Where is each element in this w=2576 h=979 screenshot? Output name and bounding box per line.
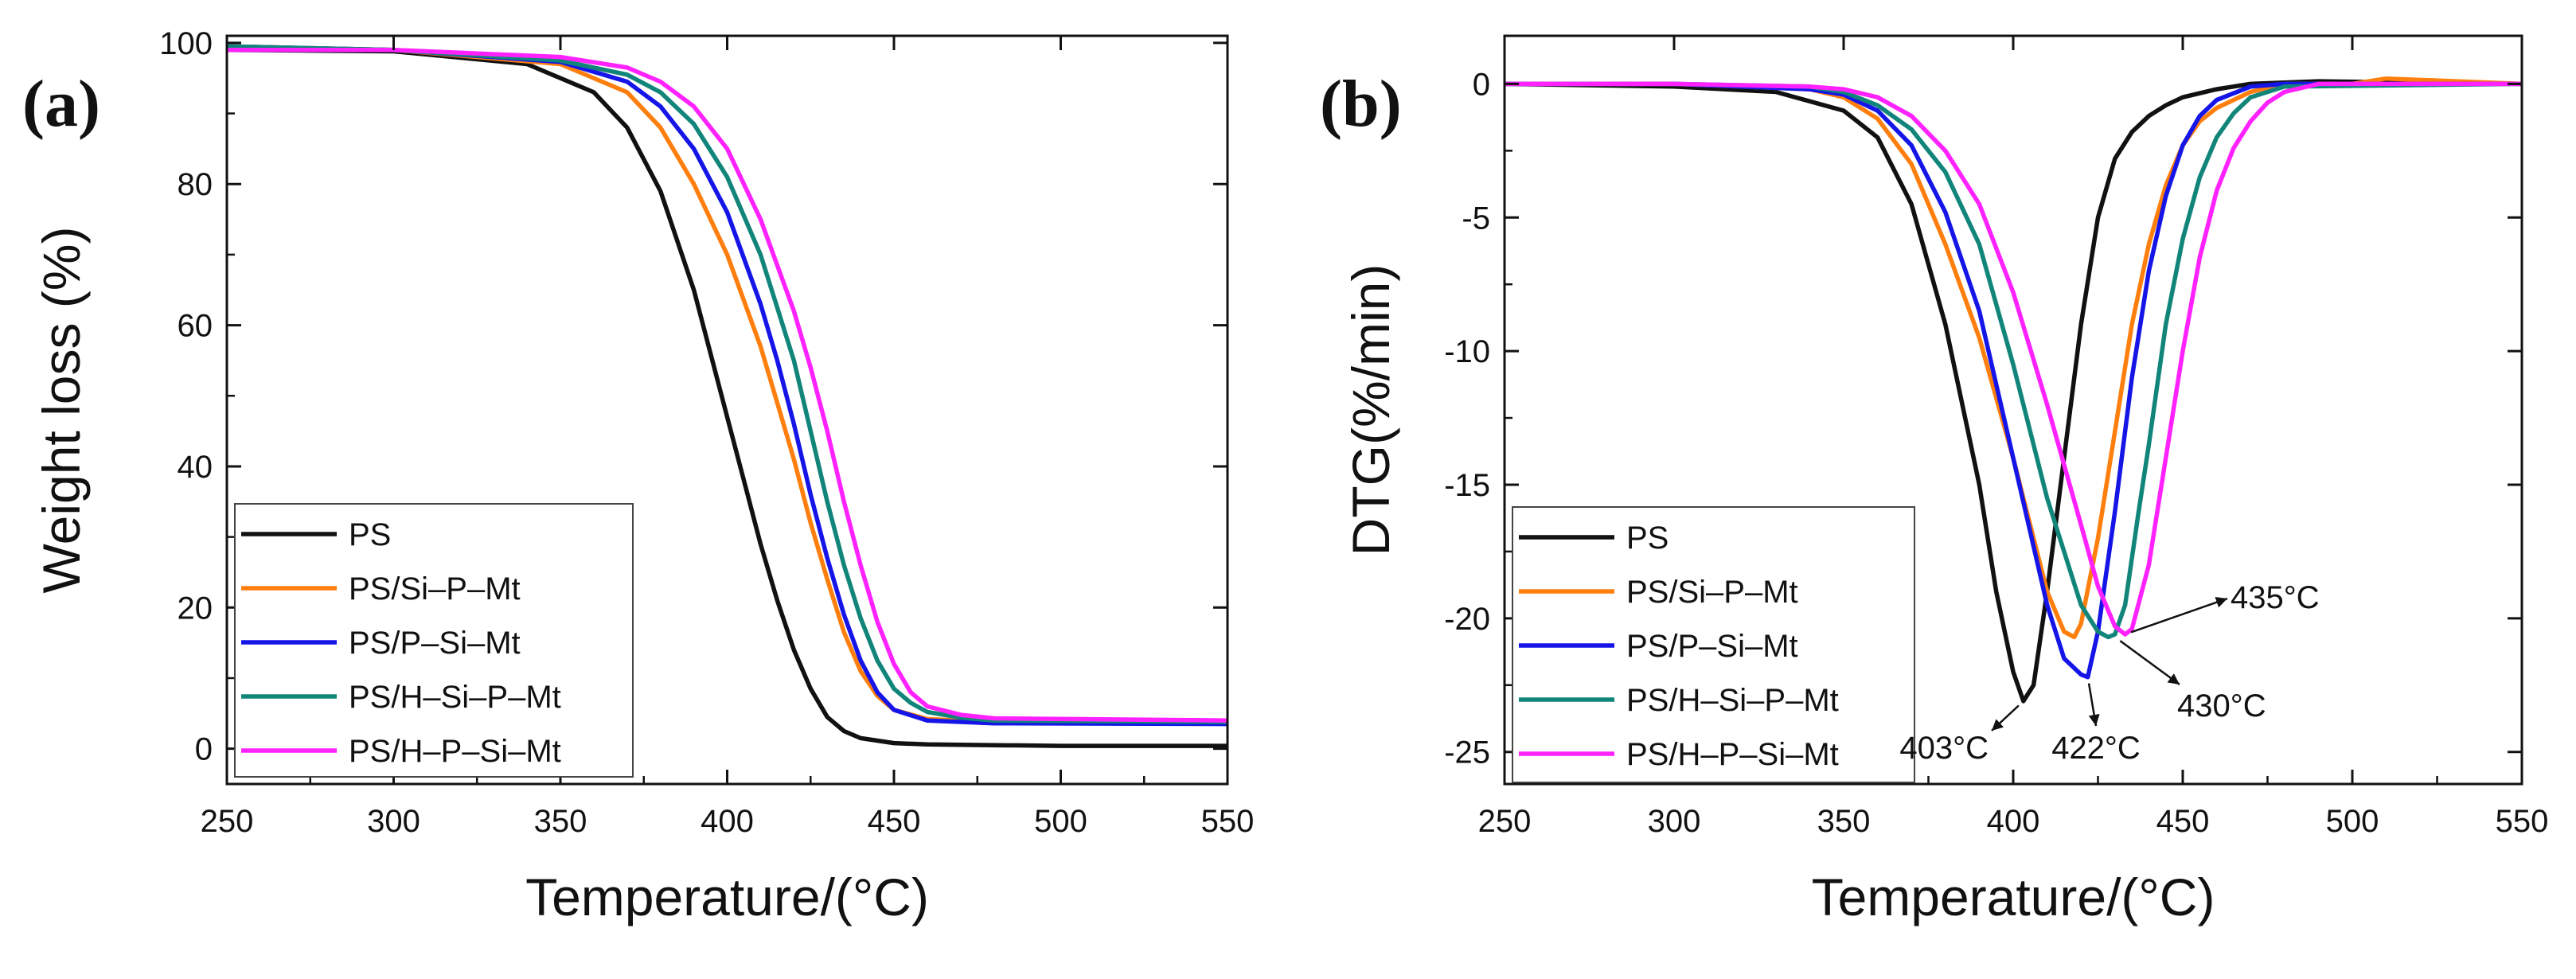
annotation-label: 430°C (2177, 688, 2266, 724)
series-group (227, 44, 1228, 748)
y-tick-label: -20 (1444, 602, 1490, 637)
series-line-ps-h-p-si-mt (1505, 81, 2522, 637)
y-tick-label: 0 (1473, 67, 1490, 102)
series-line-ps (227, 47, 1228, 748)
x-tick-label: 300 (1648, 804, 1701, 839)
x-axis-label: Temperature/(°C) (1812, 868, 2215, 926)
panel-label: (a) (22, 67, 100, 141)
annotation-label: 422°C (2051, 731, 2141, 766)
x-tick-label: 350 (1817, 804, 1871, 839)
legend-entry: PS/Si–P–Mt (1626, 575, 1798, 610)
annotation-arrowhead (2167, 673, 2180, 685)
x-tick-label: 550 (1201, 804, 1255, 839)
annotation-arrow (2130, 597, 2228, 634)
chart-panel-b: 250 300 350 400 450 500 550 0 -5 -10 -15 -20 -25 Temp… (1320, 34, 2549, 926)
x-tick-label: 400 (1987, 804, 2040, 839)
annotation-arrowhead (2088, 714, 2100, 726)
annotations: 403°C 422°C 430°C 435°C (1899, 580, 2319, 766)
series-line-ps-h-p-si-mt (227, 47, 1228, 723)
annotation-label: 435°C (2231, 580, 2320, 615)
series-line-ps-p-si-mt (1505, 81, 2522, 680)
x-tick-label: 250 (1478, 804, 1532, 839)
annotation-label: 403°C (1899, 731, 1989, 766)
y-tick-label: 20 (178, 591, 213, 626)
panel-label: (b) (1320, 67, 1402, 141)
annotation-arrowhead (2215, 597, 2227, 608)
x-tick-label: 450 (2156, 804, 2210, 839)
x-tick-label: 250 (201, 804, 254, 839)
legend-entry: PS (1626, 521, 1669, 556)
legend-entry: PS/P–Si–Mt (1626, 629, 1798, 664)
x-tick-label: 500 (2326, 804, 2379, 839)
x-tick-label: 300 (367, 804, 420, 839)
y-tick-label: 100 (159, 26, 213, 61)
legend-entry: PS/Si–P–Mt (349, 571, 521, 607)
annotation-arrowhead (1992, 719, 2004, 731)
legend-entry: PS/H–Si–P–Mt (349, 680, 561, 715)
x-tick-label: 400 (701, 804, 754, 839)
series-line-ps-h-si-p-mt (227, 44, 1228, 724)
series-line-ps-h-si-p-mt (1505, 81, 2522, 640)
y-axis-label: DTG(%/min) (1341, 264, 1400, 556)
annotation-arrow (2119, 640, 2180, 686)
series-line-ps-p-si-mt (227, 44, 1228, 727)
legend-entry: PS/H–P–Si–Mt (1626, 737, 1839, 772)
y-tick-label: 0 (195, 732, 213, 767)
legend-entry: PS/H–Si–P–Mt (1626, 683, 1839, 718)
series-line-ps-si-p-mt (1505, 76, 2522, 640)
x-tick-label: 500 (1034, 804, 1087, 839)
legend: PS PS/Si–P–Mt PS/P–Si–Mt PS/H–Si–P–Mt PS/H–P… (234, 503, 634, 778)
y-tick-label: -15 (1444, 468, 1490, 503)
legend-entry: PS (349, 517, 391, 552)
y-tick-label: -5 (1462, 201, 1490, 236)
series-group (1505, 76, 2522, 704)
legend-entry: PS/P–Si–Mt (349, 626, 521, 661)
y-tick-label: -25 (1444, 735, 1490, 770)
x-tick-label: 450 (868, 804, 921, 839)
y-tick-label: 80 (178, 167, 213, 202)
y-tick-label: 40 (178, 450, 213, 485)
y-axis-label: Weight loss (%) (32, 227, 91, 594)
x-axis-label: Temperature/(°C) (525, 868, 929, 926)
x-tick-label: 550 (2496, 804, 2549, 839)
chart-panel-a: 250 300 350 400 450 500 550 0 20 40 60 80 100 Tempera… (22, 26, 1254, 926)
x-tick-label: 350 (534, 804, 587, 839)
y-tick-label: 60 (178, 309, 213, 344)
legend: PS PS/Si–P–Mt PS/P–Si–Mt PS/H–Si–P–Mt PS/H–P… (1512, 506, 1915, 783)
legend-entry: PS/H–P–Si–Mt (349, 734, 561, 769)
y-tick-label: -10 (1444, 334, 1490, 369)
